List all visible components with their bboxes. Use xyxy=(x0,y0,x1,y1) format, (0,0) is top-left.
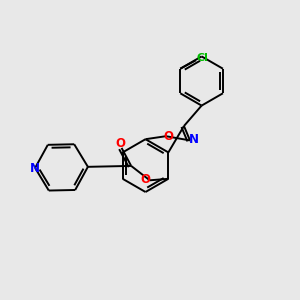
Text: O: O xyxy=(115,137,125,150)
Text: N: N xyxy=(30,162,40,175)
Text: O: O xyxy=(163,130,173,143)
Text: N: N xyxy=(189,133,199,146)
Text: Cl: Cl xyxy=(196,53,208,63)
Text: O: O xyxy=(140,173,150,186)
